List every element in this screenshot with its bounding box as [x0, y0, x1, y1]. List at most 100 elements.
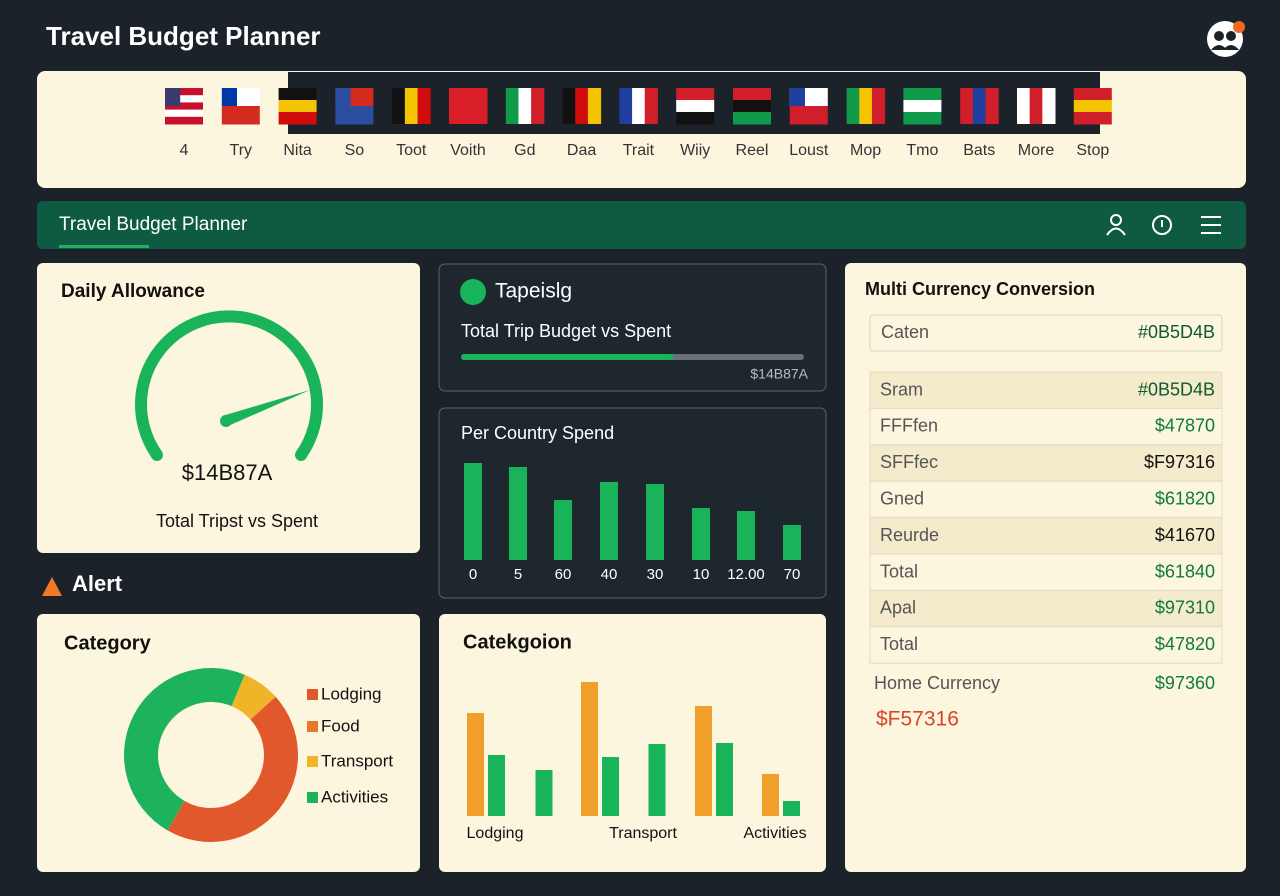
user-icon-head	[1110, 214, 1122, 226]
country-label[interactable]: Voith	[450, 142, 486, 159]
legend-label: Food	[321, 716, 360, 735]
country-label[interactable]: So	[345, 142, 365, 159]
gauge-arc	[135, 310, 323, 461]
country-label[interactable]: Loust	[789, 142, 829, 159]
flag-stripe	[960, 88, 974, 124]
progress-fill	[461, 354, 674, 360]
country-label[interactable]: Gd	[514, 142, 535, 159]
country-flag[interactable]	[165, 88, 203, 125]
bar	[695, 706, 712, 816]
flag-stripe	[733, 112, 771, 125]
flag-stripe	[505, 88, 519, 124]
alert-icon	[42, 577, 62, 596]
alert-label[interactable]: Alert	[72, 571, 123, 596]
country-label[interactable]: Mop	[850, 142, 881, 159]
bar	[783, 801, 800, 816]
trip-label: $14B87A	[750, 366, 808, 382]
currency-row	[869, 553, 1223, 591]
country-card	[438, 407, 827, 599]
bar	[535, 770, 553, 816]
country-flag[interactable]	[562, 88, 602, 124]
avatar[interactable]	[1207, 21, 1245, 57]
flag-stripe	[1073, 100, 1112, 113]
currency-value: $61820	[1155, 488, 1215, 508]
currency-search-value: #0B5D4B	[1138, 322, 1215, 342]
bar	[762, 774, 779, 816]
info-icon[interactable]	[1152, 215, 1172, 235]
x-tick-label: 12.00	[727, 566, 765, 583]
legend-swatch	[307, 689, 318, 700]
nav-underline	[59, 245, 149, 248]
country-flag[interactable]	[1017, 88, 1056, 124]
trip-title: Tapeislg	[495, 280, 572, 303]
country-flag[interactable]	[903, 88, 942, 125]
flag-stripe	[676, 100, 715, 113]
country-label[interactable]: Tmo	[906, 142, 938, 159]
country-flag[interactable]	[505, 88, 545, 124]
avatar-icon	[1226, 31, 1236, 41]
currency-row	[869, 517, 1223, 555]
currency-value: $47820	[1155, 634, 1215, 654]
country-flag[interactable]	[278, 88, 317, 125]
menu-icon[interactable]	[1201, 216, 1221, 234]
flag-stripe	[1073, 88, 1112, 101]
country-flag[interactable]	[676, 88, 715, 125]
flag-stripe	[165, 102, 203, 111]
x-tick-label: 40	[601, 566, 618, 583]
category-card	[37, 614, 420, 872]
nav-title[interactable]: Travel Budget Planner	[59, 214, 248, 235]
user-icon[interactable]	[1106, 214, 1126, 236]
country-label[interactable]: Reel	[736, 142, 769, 159]
app-title: Travel Budget Planner	[46, 21, 321, 51]
category-bars-title: Catekgoion	[463, 631, 572, 653]
x-tick-label: 10	[693, 566, 710, 583]
country-flag[interactable]	[335, 88, 374, 125]
country-label[interactable]: 4	[180, 142, 189, 159]
donut-segment	[123, 667, 245, 831]
country-label[interactable]: Daa	[567, 142, 596, 159]
country-label[interactable]: Stop	[1076, 142, 1109, 159]
currency-label: SFFfec	[880, 452, 938, 472]
country-flag[interactable]	[392, 88, 431, 124]
legend-label: Activities	[321, 787, 388, 806]
currency-title: Multi Currency Conversion	[865, 279, 1095, 299]
country-label[interactable]: Bats	[963, 142, 995, 159]
country-label[interactable]: Toot	[396, 142, 427, 159]
currency-search[interactable]	[869, 314, 1223, 352]
flag-canton	[221, 88, 237, 106]
home-value: $97360	[1155, 673, 1215, 693]
country-flag[interactable]	[449, 88, 488, 124]
flag-stripe	[165, 95, 203, 103]
country-label[interactable]: More	[1018, 142, 1055, 159]
country-label[interactable]: Trait	[623, 142, 655, 159]
daily-value: $14B87A	[182, 460, 273, 485]
country-flag[interactable]	[789, 88, 828, 125]
flag-stripe	[733, 100, 771, 113]
flag-stripe	[846, 88, 860, 124]
country-label[interactable]: Nita	[283, 142, 312, 159]
country-flag[interactable]	[733, 88, 771, 125]
country-flag[interactable]	[1073, 88, 1112, 125]
trip-subtitle: Total Trip Budget vs Spent	[461, 321, 671, 341]
country-flag[interactable]	[619, 88, 658, 124]
country-flag[interactable]	[960, 88, 999, 124]
country-flag[interactable]	[846, 88, 886, 124]
bar	[716, 743, 733, 816]
flag-stripe	[859, 88, 873, 124]
flag-stripe	[644, 88, 658, 124]
legend-label: Transport	[321, 751, 393, 770]
country-label[interactable]: Try	[230, 142, 253, 159]
bar	[467, 713, 484, 816]
x-tick-label: 5	[514, 566, 522, 583]
country-flag[interactable]	[221, 88, 260, 125]
category-title: Category	[64, 632, 152, 654]
currency-total: $F57316	[876, 708, 959, 731]
bar	[737, 511, 755, 560]
user-icon-body	[1106, 227, 1126, 236]
country-label[interactable]: Wiiy	[680, 142, 710, 159]
currency-row	[869, 407, 1223, 446]
flag-stripe	[1042, 88, 1056, 124]
bar	[509, 467, 527, 560]
currency-search-label[interactable]: Caten	[881, 322, 929, 342]
